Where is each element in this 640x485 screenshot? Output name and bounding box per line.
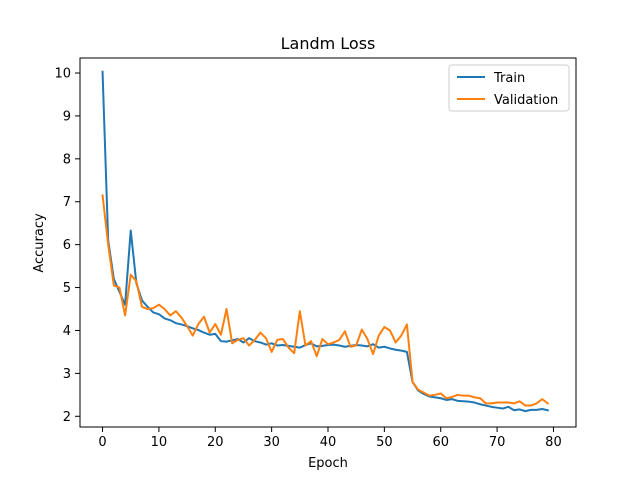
y-tick-label: 5	[63, 281, 71, 296]
x-axis-title: Epoch	[308, 456, 348, 471]
x-tick-label: 20	[207, 435, 224, 450]
chart-title: Landm Loss	[281, 34, 376, 53]
legend-label-validation: Validation	[494, 93, 558, 108]
y-tick-label: 2	[63, 410, 71, 425]
legend: Train Validation	[448, 64, 570, 112]
y-tick-label: 8	[63, 152, 71, 167]
y-tick-label: 7	[63, 195, 71, 210]
legend-label-train: Train	[493, 71, 525, 86]
y-axis-title: Accuracy	[32, 213, 47, 273]
y-tick-label: 4	[63, 324, 71, 339]
x-tick-label: 50	[376, 435, 393, 450]
y-tick-label: 10	[54, 67, 71, 82]
plot-area	[101, 70, 550, 413]
series-line-validation	[101, 194, 550, 407]
series-line-train	[101, 70, 550, 413]
x-tick-label: 0	[98, 435, 106, 450]
x-tick-label: 70	[489, 435, 506, 450]
x-tick-label: 40	[320, 435, 337, 450]
axes: 0 10 20 30 40 50 60 70 80 2 3 4 5 6 7 8 9 10	[54, 57, 577, 450]
x-tick-label: 10	[151, 435, 168, 450]
x-tick-label: 60	[432, 435, 449, 450]
y-tick-label: 9	[63, 109, 71, 124]
x-tick-label: 80	[545, 435, 562, 450]
y-tick-label: 6	[63, 238, 71, 253]
x-tick-label: 30	[263, 435, 280, 450]
y-tick-label: 3	[63, 367, 71, 382]
